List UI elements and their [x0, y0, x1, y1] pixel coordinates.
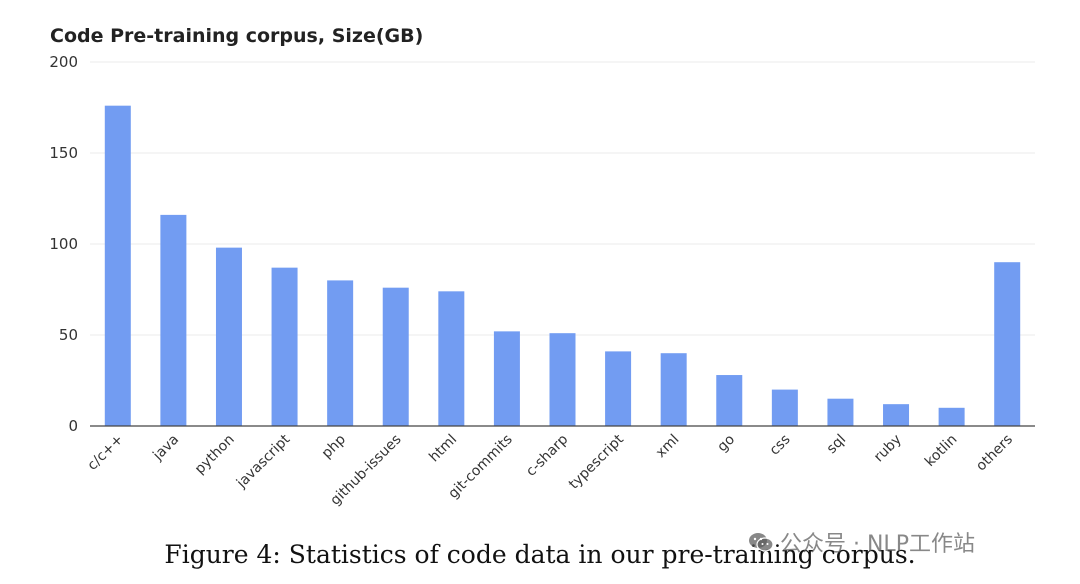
bar-xml [660, 353, 687, 426]
bar-kotlin [938, 407, 965, 426]
x-tick-label: javascript [233, 431, 294, 492]
bar-css [771, 389, 798, 426]
bar-sql [827, 398, 854, 426]
bar-github-issues [382, 287, 409, 426]
bar-python [215, 247, 242, 426]
x-tick-label: sql [824, 432, 850, 458]
x-tick-label: html [426, 432, 460, 466]
x-tick-label: c-sharp [523, 431, 571, 479]
chart-title: Code Pre-training corpus, Size(GB) [50, 25, 423, 47]
bar-c/c++ [104, 105, 131, 427]
figure-caption: Figure 4: Statistics of code data in our… [164, 540, 916, 569]
watermark: 公众号 · NLP工作站 [748, 526, 975, 558]
bar-go [716, 375, 743, 426]
y-tick-label: 50 [59, 326, 78, 344]
x-tick-label: kotlin [922, 432, 960, 470]
x-tick-label: xml [653, 432, 683, 462]
bar-others [994, 262, 1021, 426]
bar-git-commits [493, 331, 520, 426]
y-axis-ticks: 0 50 100 150 200 [49, 53, 78, 435]
x-tick-label: php [319, 431, 349, 461]
x-tick-label: others [973, 432, 1016, 475]
bars [104, 105, 1021, 427]
x-tick-label: java [149, 432, 182, 465]
bar-javascript [271, 267, 298, 426]
bar-java [160, 214, 187, 426]
x-tick-label: ruby [871, 432, 905, 466]
bar-html [438, 291, 465, 426]
y-tick-label: 0 [68, 417, 78, 435]
y-tick-label: 100 [49, 235, 78, 253]
x-tick-label: go [714, 432, 738, 456]
bar-ruby [883, 404, 910, 426]
watermark-text: 公众号 · NLP工作站 [780, 532, 975, 557]
y-tick-label: 200 [49, 53, 78, 71]
bar-typescript [605, 351, 632, 426]
wechat-icon [749, 533, 774, 552]
bar-c-sharp [549, 333, 576, 426]
x-tick-label: css [767, 432, 794, 459]
bar-php [327, 280, 354, 426]
x-tick-label: python [192, 432, 238, 478]
y-tick-label: 150 [49, 144, 78, 162]
x-tick-label: c/c++ [84, 432, 126, 474]
x-tick-label: typescript [566, 431, 627, 492]
